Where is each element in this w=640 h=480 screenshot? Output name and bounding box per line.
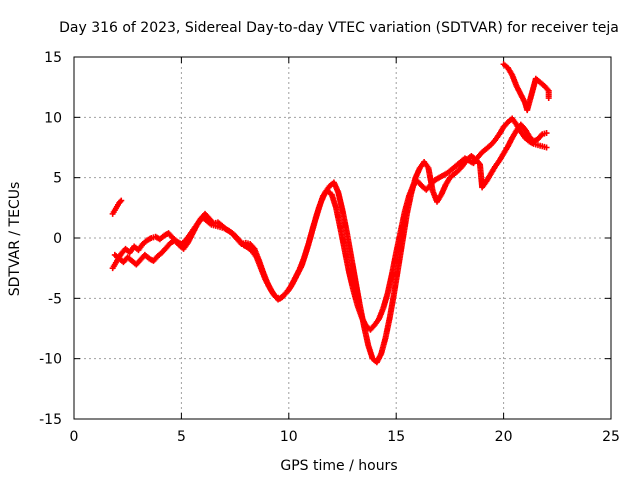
data-series [109, 61, 552, 366]
series-2-point [543, 130, 550, 137]
y-axis-label: SDTVAR / TECUs [7, 182, 23, 297]
y-tick-label-2: -5 [48, 291, 62, 307]
y-tick-label-5: 10 [44, 110, 62, 126]
y-tick-label-3: 0 [53, 231, 62, 247]
x-tick-label-0: 0 [70, 429, 79, 445]
x-axis-label: GPS time / hours [280, 458, 397, 474]
y-tick-label-1: -10 [39, 352, 62, 368]
series-2-point [545, 95, 552, 102]
series-1-point [543, 144, 550, 151]
chart-title: Day 316 of 2023, Sidereal Day-to-day VTE… [59, 20, 619, 36]
axis-ticks: 0 5 10 15 20 25 -15 -10 -5 0 5 10 15 [39, 50, 620, 445]
y-tick-label-0: -15 [39, 412, 62, 428]
series-2-point [118, 197, 125, 204]
y-tick-label-4: 5 [53, 171, 62, 187]
y-tick-label-6: 15 [44, 50, 62, 66]
x-tick-label-3: 15 [387, 429, 405, 445]
x-tick-label-5: 25 [602, 429, 620, 445]
x-tick-label-1: 5 [177, 429, 186, 445]
x-tick-label-2: 10 [280, 429, 298, 445]
x-tick-label-4: 20 [495, 429, 513, 445]
